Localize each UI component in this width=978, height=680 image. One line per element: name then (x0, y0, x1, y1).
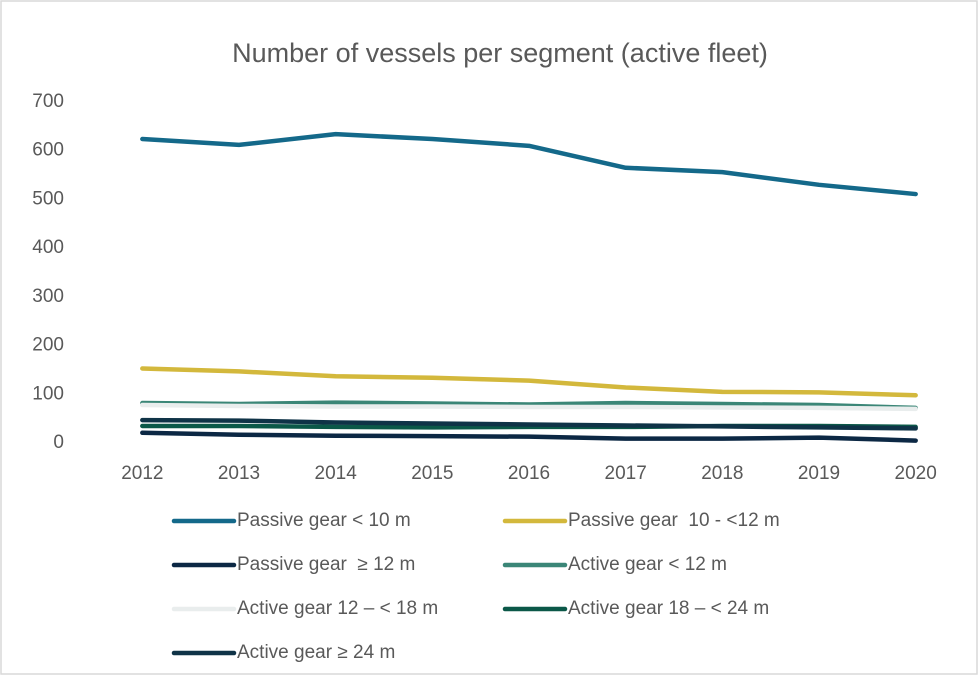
y-tick-label: 400 (32, 237, 64, 258)
series-line (140, 400, 918, 411)
y-tick-label: 300 (32, 286, 64, 307)
legend-label: Active gear 18 – < 24 m (568, 598, 769, 619)
series-line (140, 131, 918, 197)
series-line (140, 366, 918, 398)
x-tick-label: 2016 (508, 463, 550, 484)
legend-label: Active gear < 12 m (568, 554, 727, 575)
series-line (140, 430, 918, 443)
x-tick-label: 2015 (411, 463, 453, 484)
legend-label: Active gear 12 – < 18 m (237, 598, 438, 619)
legend-label: Active gear ≥ 24 m (237, 642, 395, 663)
chart-title: Number of vessels per segment (active fl… (232, 38, 768, 68)
x-tick-label: 2018 (701, 463, 743, 484)
x-tick-label: 2014 (315, 463, 358, 484)
y-tick-label: 500 (32, 188, 64, 209)
x-tick-label: 2013 (218, 463, 260, 484)
legend-label: Passive gear < 10 m (237, 510, 411, 531)
x-tick-label: 2017 (605, 463, 647, 484)
legend-label: Passive gear 10 - <12 m (568, 510, 780, 531)
y-tick-label: 200 (32, 335, 64, 356)
x-tick-label: 2020 (895, 463, 937, 484)
y-tick-label: 600 (32, 140, 64, 161)
y-tick-label: 100 (32, 383, 64, 404)
legend-label: Passive gear ≥ 12 m (237, 554, 415, 575)
x-tick-label: 2012 (121, 463, 163, 484)
y-tick-label: 0 (53, 432, 64, 453)
x-tick-label: 2019 (798, 463, 840, 484)
series-line (140, 417, 918, 431)
y-tick-label: 700 (32, 91, 64, 112)
series-line (140, 402, 918, 412)
